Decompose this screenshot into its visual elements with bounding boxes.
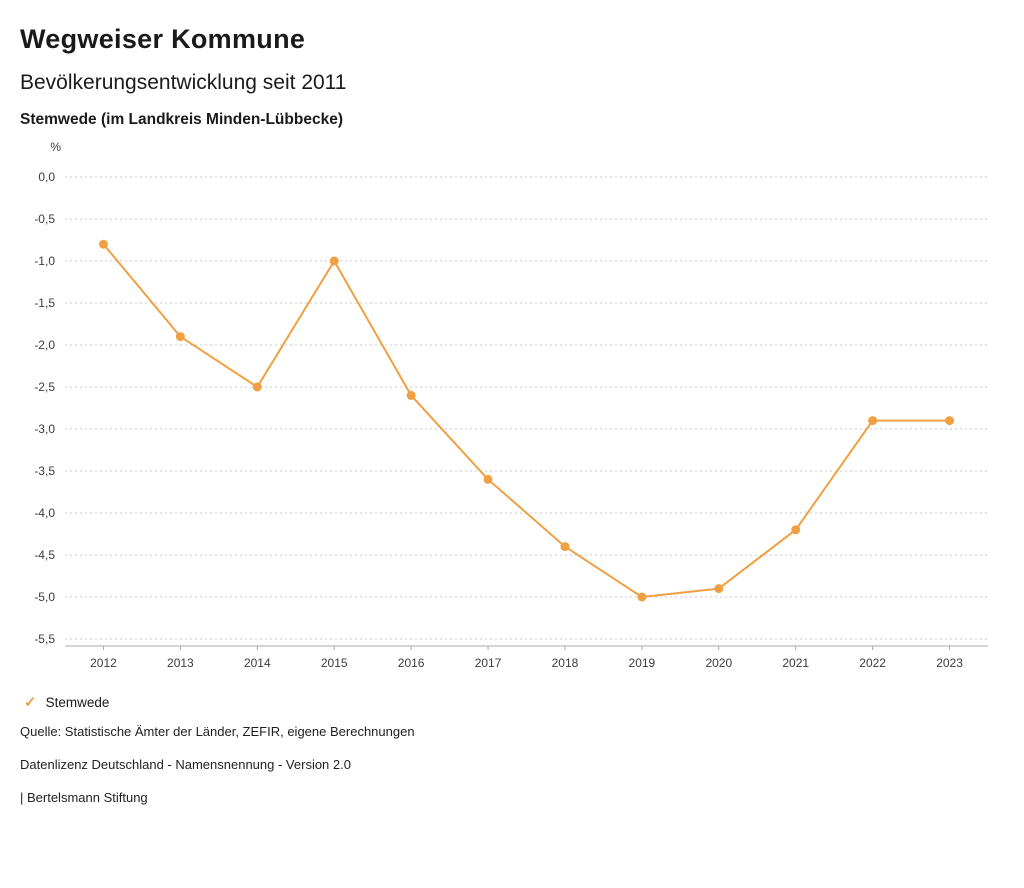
source-text: Quelle: Statistische Ämter der Länder, Z… xyxy=(20,724,415,739)
svg-text:-3,0: -3,0 xyxy=(34,422,55,436)
page-title: Wegweiser Kommune xyxy=(20,24,306,54)
data-point-2019 xyxy=(637,592,647,602)
svg-text:-1,0: -1,0 xyxy=(34,254,55,268)
data-point-2018 xyxy=(560,542,570,552)
line-chart-svg: 0,0 -0,5 -1,0 -1,5 -2,0 -2,5 -3,0 -3,5 -4,0 -4,5 -… xyxy=(34,140,988,670)
svg-text:2014: 2014 xyxy=(244,656,271,670)
svg-text:2020: 2020 xyxy=(705,656,732,670)
data-point-2013 xyxy=(175,332,185,342)
legend-label: Stemwede xyxy=(45,695,110,710)
data-point-2012 xyxy=(98,239,108,249)
data-point-2021 xyxy=(791,525,801,535)
svg-text:-4,0: -4,0 xyxy=(34,506,55,520)
svg-text:2013: 2013 xyxy=(167,656,194,670)
svg-text:2012: 2012 xyxy=(90,656,117,670)
svg-text:2022: 2022 xyxy=(859,656,886,670)
data-point-2014 xyxy=(252,382,262,392)
data-point-2020 xyxy=(714,584,724,594)
data-point-2016 xyxy=(406,390,416,400)
data-point-2022 xyxy=(868,416,878,426)
svg-text:0,0: 0,0 xyxy=(38,170,55,184)
svg-text:-3,5: -3,5 xyxy=(34,464,55,478)
chart-title: Bevölkerungsentwicklung seit 2011 xyxy=(20,71,347,94)
svg-text:-4,5: -4,5 xyxy=(34,548,55,562)
svg-text:%: % xyxy=(50,140,61,154)
check-icon: ✓ xyxy=(24,694,37,711)
data-point-2015 xyxy=(329,256,339,266)
data-point-2023 xyxy=(945,416,955,426)
svg-text:-2,5: -2,5 xyxy=(34,380,55,394)
legend: ✓ Stemwede xyxy=(24,695,1004,710)
attribution-text: | Bertelsmann Stiftung xyxy=(20,790,148,805)
legend-item-stemwede[interactable]: ✓ Stemwede xyxy=(24,695,109,710)
svg-text:2023: 2023 xyxy=(936,656,963,670)
svg-text:-1,5: -1,5 xyxy=(34,296,55,310)
svg-text:2018: 2018 xyxy=(552,656,579,670)
svg-text:2017: 2017 xyxy=(475,656,502,670)
svg-text:-2,0: -2,0 xyxy=(34,338,55,352)
svg-text:-0,5: -0,5 xyxy=(34,212,55,226)
svg-text:2016: 2016 xyxy=(398,656,425,670)
svg-text:2019: 2019 xyxy=(629,656,656,670)
footer: Quelle: Statistische Ämter der Länder, Z… xyxy=(20,724,1004,805)
svg-text:2015: 2015 xyxy=(321,656,348,670)
svg-text:2021: 2021 xyxy=(782,656,809,670)
license-text: Datenlizenz Deutschland - Namensnennung … xyxy=(20,757,351,772)
svg-text:-5,5: -5,5 xyxy=(34,632,55,646)
region-title: Stemwede (im Landkreis Minden-Lübbecke) xyxy=(20,111,343,128)
data-point-2017 xyxy=(483,474,493,484)
line-chart: 0,0 -0,5 -1,0 -1,5 -2,0 -2,5 -3,0 -3,5 -4,0 -4,5 -… xyxy=(20,133,1004,693)
svg-text:-5,0: -5,0 xyxy=(34,590,55,604)
